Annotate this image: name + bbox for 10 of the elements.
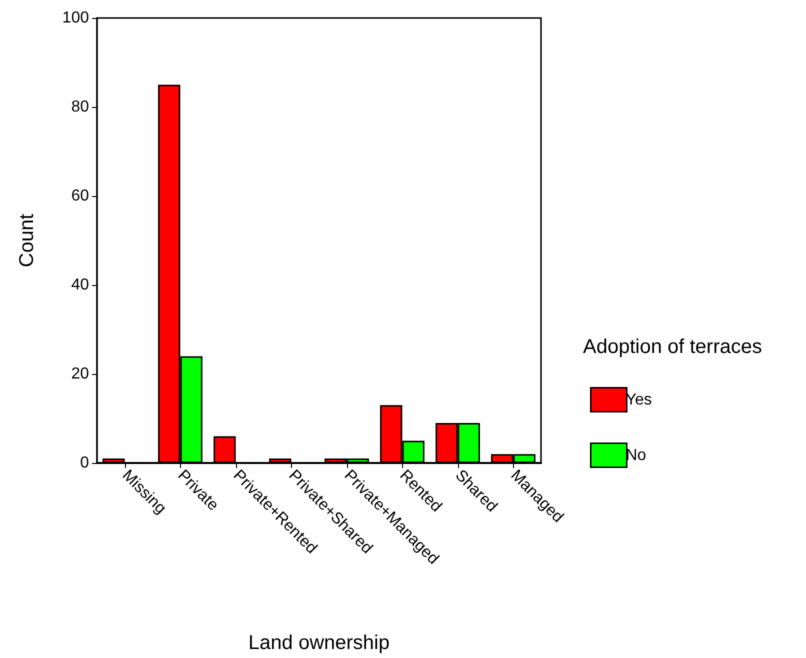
legend-label: Yes — [626, 391, 652, 408]
y-tick-label: 100 — [62, 10, 90, 26]
x-axis-title: Land ownership — [248, 632, 390, 654]
y-tick-label: 60 — [71, 188, 90, 204]
y-tick-label: 20 — [71, 366, 90, 382]
y-tick-label: 40 — [71, 276, 90, 294]
y-tick-label: 0 — [80, 454, 90, 472]
legend-title: Adoption of terraces — [583, 336, 762, 358]
y-axis-title: Count — [16, 213, 38, 268]
y-tick-label: 80 — [71, 98, 90, 116]
